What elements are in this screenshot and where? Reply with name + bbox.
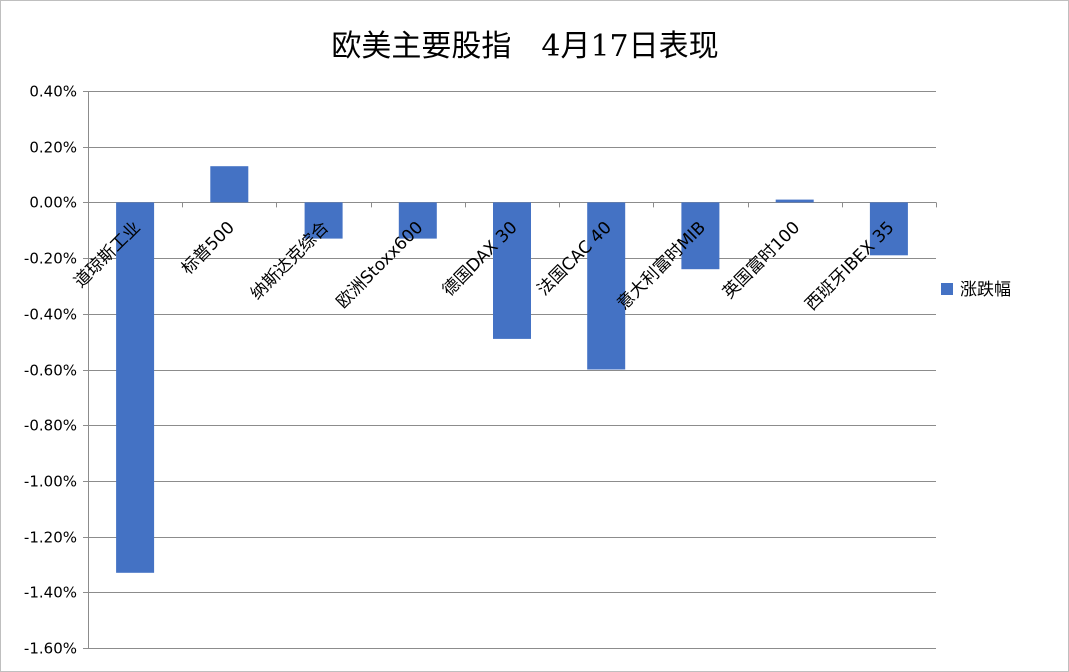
x-category-label: 欧洲Stoxx600 [333, 218, 428, 313]
bars [116, 166, 908, 573]
y-tick-label: -0.80% [24, 417, 77, 435]
x-category-label: 英国富时100 [719, 218, 804, 303]
y-tick-label: -0.40% [24, 306, 77, 324]
legend-label: 涨跌幅 [960, 280, 1011, 300]
y-tick-label: -0.60% [24, 362, 77, 380]
x-category-label: 纳斯达克综合 [247, 218, 333, 304]
bar [210, 166, 249, 203]
y-tick-label: 0.40% [29, 83, 77, 101]
bar [398, 202, 437, 239]
x-category-label: 标普500 [178, 218, 239, 279]
y-tick-label: -1.00% [24, 473, 77, 491]
bar [304, 202, 343, 239]
bar [587, 202, 626, 370]
bar [869, 202, 908, 256]
y-tick-label: -1.60% [24, 640, 77, 658]
legend: 涨跌幅 [941, 280, 1011, 300]
x-category-label: 西班牙IBEX 35 [801, 218, 898, 315]
y-tick-label: -1.20% [24, 529, 77, 547]
y-tick-label: -1.40% [24, 584, 77, 602]
y-tick-label: 0.20% [29, 139, 77, 157]
chart-title: 欧美主要股指 4月17日表现 [331, 29, 718, 64]
y-tick-label: 0.00% [29, 194, 77, 212]
y-tick-label: -0.20% [24, 250, 77, 268]
bar [493, 202, 531, 339]
bar [681, 202, 720, 270]
bar [775, 199, 814, 203]
legend-swatch [941, 283, 953, 295]
category-labels: 道琼斯工业 标普500 纳斯达克综合 欧洲Stoxx600 德国DAX 30 法国CAC … [70, 218, 898, 315]
y-axis-tick-labels: 0.40% 0.20% 0.00% -0.20% -0.40% -0.60% -0.80% -… [24, 83, 77, 658]
bar [116, 202, 155, 573]
